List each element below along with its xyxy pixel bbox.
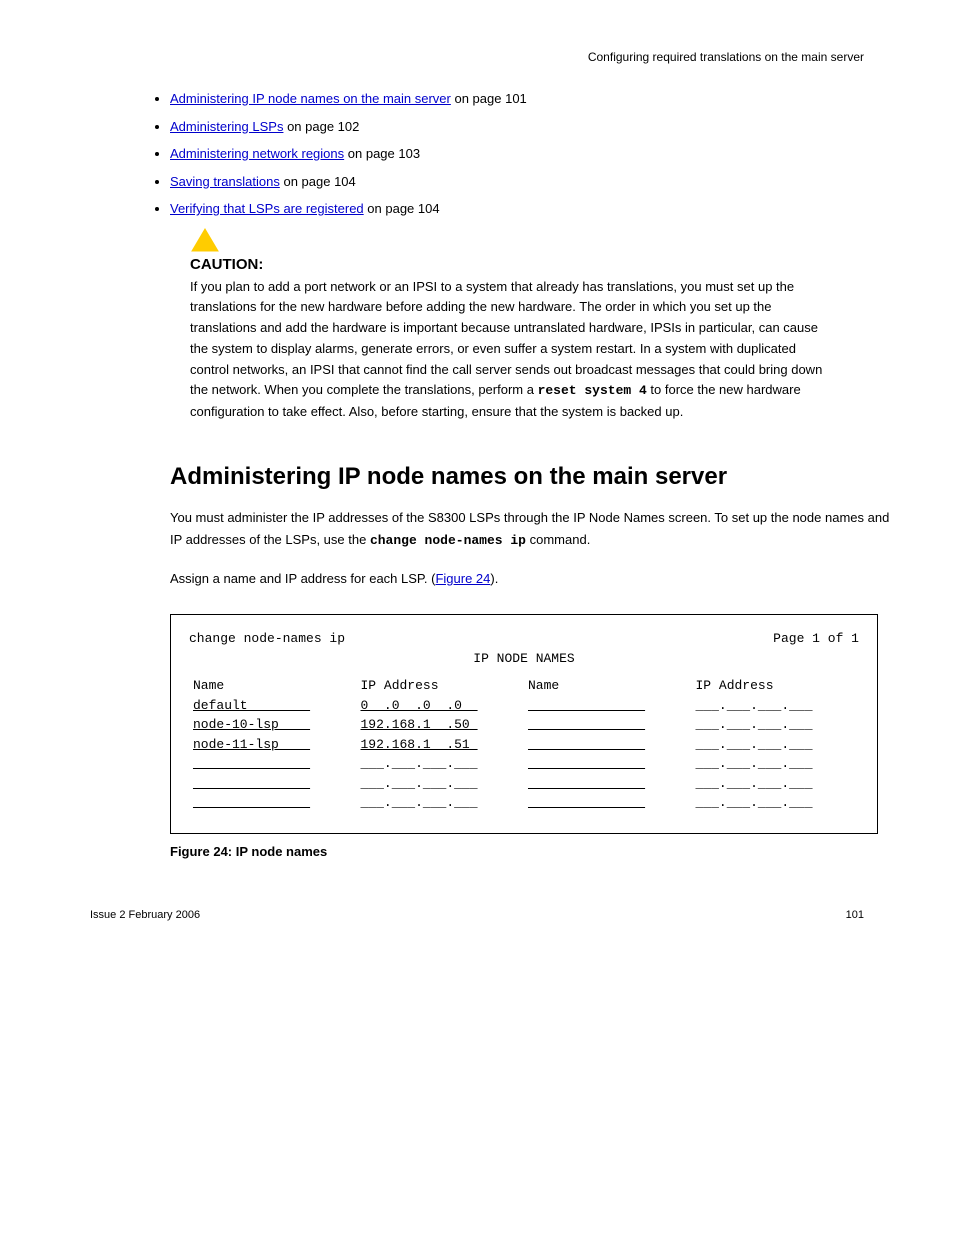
page-ref: on page 102 bbox=[287, 119, 359, 134]
reset-command: reset system 4 bbox=[538, 383, 647, 398]
page-footer: Issue 2 February 2006 101 bbox=[90, 909, 864, 921]
caution-icon bbox=[190, 227, 220, 253]
ip-addr-cell: ___.___.___.___ bbox=[357, 774, 525, 794]
figure-ip-node-names: change node-names ip Page 1 of 1 IP NODE… bbox=[170, 614, 878, 834]
col-header-ip: IP Address bbox=[357, 676, 525, 696]
list-item: Administering network regions on page 10… bbox=[170, 144, 864, 164]
ip-table: Name IP Address Name IP Address default_… bbox=[189, 676, 859, 813]
section-heading: Administering IP node names on the main … bbox=[170, 463, 864, 491]
ip-addr-cell: ___.___.___.___ bbox=[692, 696, 860, 716]
ip-name-cell: _______________ bbox=[189, 793, 357, 813]
ip-addr-cell: ___.___.___.___ bbox=[357, 793, 525, 813]
figure-page: Page 1 of 1 bbox=[773, 629, 859, 649]
figure-caption: Figure 24: IP node names bbox=[170, 844, 864, 859]
figure-title: IP NODE NAMES bbox=[189, 649, 859, 669]
ip-addr-cell: 0__.0__.0__.0__ bbox=[357, 696, 525, 716]
col-header-ip: IP Address bbox=[692, 676, 860, 696]
ip-name-cell: _______________ bbox=[524, 793, 692, 813]
ip-addr-cell: 192.168.1__.51_ bbox=[357, 735, 525, 755]
list-item: Saving translations on page 104 bbox=[170, 172, 864, 192]
page-header: Configuring required translations on the… bbox=[90, 50, 864, 64]
ip-name-cell: _______________ bbox=[524, 696, 692, 716]
bullet-list: Administering IP node names on the main … bbox=[170, 89, 864, 219]
ip-name-cell: _______________ bbox=[524, 735, 692, 755]
ip-addr-cell: ___.___.___.___ bbox=[692, 754, 860, 774]
link-administering-lsps[interactable]: Administering LSPs bbox=[170, 119, 283, 134]
link-saving-translations[interactable]: Saving translations bbox=[170, 174, 280, 189]
ip-addr-cell: ___.___.___.___ bbox=[692, 793, 860, 813]
ip-name-cell: _______________ bbox=[524, 715, 692, 735]
col-header-name: Name bbox=[189, 676, 357, 696]
ip-name-cell: default________ bbox=[189, 696, 357, 716]
caution-text: If you plan to add a port network or an … bbox=[190, 279, 822, 398]
link-verify-lsps[interactable]: Verifying that LSPs are registered bbox=[170, 201, 364, 216]
figure-command: change node-names ip bbox=[189, 629, 345, 649]
ip-name-cell: _______________ bbox=[524, 754, 692, 774]
paragraph: Assign a name and IP address for each LS… bbox=[170, 568, 890, 590]
page-ref: on page 103 bbox=[348, 146, 420, 161]
ip-name-cell: node-11-lsp____ bbox=[189, 735, 357, 755]
figure-link[interactable]: Figure 24 bbox=[435, 571, 490, 586]
ip-addr-cell: ___.___.___.___ bbox=[692, 735, 860, 755]
link-network-regions[interactable]: Administering network regions bbox=[170, 146, 344, 161]
list-item: Administering IP node names on the main … bbox=[170, 89, 864, 109]
ip-name-cell: _______________ bbox=[189, 754, 357, 774]
caution-label: CAUTION: bbox=[190, 256, 263, 273]
ip-addr-cell: 192.168.1__.50_ bbox=[357, 715, 525, 735]
change-node-names-cmd: change node-names ip bbox=[370, 533, 526, 548]
paragraph: You must administer the IP addresses of … bbox=[170, 507, 890, 552]
page-ref: on page 104 bbox=[367, 201, 439, 216]
ip-name-cell: node-10-lsp____ bbox=[189, 715, 357, 735]
ip-addr-cell: ___.___.___.___ bbox=[692, 774, 860, 794]
ip-addr-cell: ___.___.___.___ bbox=[357, 754, 525, 774]
ip-name-cell: _______________ bbox=[189, 774, 357, 794]
list-item: Verifying that LSPs are registered on pa… bbox=[170, 199, 864, 219]
col-header-name: Name bbox=[524, 676, 692, 696]
footer-issue: Issue 2 February 2006 bbox=[90, 909, 200, 921]
caution-block: CAUTION: If you plan to add a port netwo… bbox=[190, 227, 864, 424]
ip-addr-cell: ___.___.___.___ bbox=[692, 715, 860, 735]
ip-name-cell: _______________ bbox=[524, 774, 692, 794]
link-ip-node-names[interactable]: Administering IP node names on the main … bbox=[170, 91, 451, 106]
list-item: Administering LSPs on page 102 bbox=[170, 117, 864, 137]
footer-page-number: 101 bbox=[846, 909, 864, 921]
page-ref: on page 104 bbox=[283, 174, 355, 189]
